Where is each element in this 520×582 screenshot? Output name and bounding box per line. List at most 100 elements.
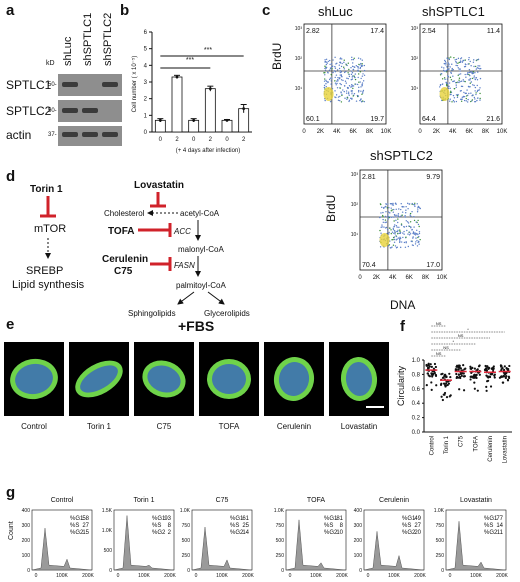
flow-event [476, 59, 478, 61]
flow-event [471, 71, 474, 73]
flow-event [440, 73, 442, 75]
flow-event [450, 93, 452, 96]
flow-event [479, 87, 481, 89]
f-xtick-label: Lovastatin [503, 436, 509, 463]
flow-event [387, 215, 390, 218]
flow-event [476, 97, 479, 99]
flow-event [334, 70, 337, 73]
flow-event [324, 61, 326, 63]
flow-event [468, 68, 471, 71]
hist-ytick: 0 [109, 568, 112, 574]
panel-label-d: d [6, 168, 16, 185]
flow-event [455, 100, 458, 103]
flow-event [462, 95, 465, 98]
flow-q-ul: 2.82 [306, 28, 320, 35]
f-point [485, 367, 488, 370]
flow-event [457, 62, 459, 65]
flow-event [390, 229, 392, 231]
band-actin-1 [62, 132, 78, 137]
nucleus-inner [345, 362, 373, 396]
flow-xtick: 10K [381, 129, 392, 135]
flow-plot-shluc: 2.82 17.4 60.1 19.7 0 2K 4K 6K 8K 10K 10³ 10² 10¹ [295, 23, 392, 135]
flow-event [393, 230, 396, 232]
flow-event [443, 59, 446, 62]
flow-event [324, 99, 326, 102]
flow-event [461, 85, 464, 88]
flow-event [476, 99, 478, 102]
flow-event [355, 100, 358, 102]
f-point [430, 381, 433, 384]
flow-event [400, 241, 403, 243]
flow-event [473, 59, 475, 61]
flow-event [393, 225, 395, 228]
flow-event [343, 90, 345, 93]
flow-event [350, 67, 352, 69]
flow-event [405, 206, 407, 208]
flow-event [327, 60, 329, 63]
flow-q-ll: 70.4 [362, 262, 376, 269]
hist-g1-value: 93 [164, 516, 171, 522]
flow-event [384, 215, 387, 218]
f-point [473, 381, 476, 384]
flow-event [325, 67, 327, 69]
flow-event [418, 235, 420, 238]
panel-f-dot-plot: Circularity 1.0 0.8 0.6 0.4 0.2 0.0 Control Tor… [396, 321, 512, 463]
b-xtick-label: 2 [209, 137, 213, 143]
flow-event [324, 65, 326, 67]
flow-event [479, 65, 481, 67]
flow-event [447, 76, 450, 78]
flow-event [460, 85, 463, 88]
flow-event [350, 86, 352, 88]
f-point [440, 395, 443, 398]
flow-event [449, 91, 452, 94]
f-point [473, 375, 477, 378]
flow-event [477, 58, 480, 61]
flow-event [398, 238, 401, 240]
flow-event [351, 91, 353, 93]
flow-event [454, 59, 456, 61]
nucleus-svg [273, 357, 315, 401]
flow-event [336, 80, 338, 82]
flow-event [334, 65, 336, 68]
flow-event [336, 69, 339, 71]
hist-xtick: 200K [336, 573, 348, 579]
flow-event [350, 79, 353, 81]
flow-event [408, 225, 410, 227]
flow-xtick: 6K [466, 129, 473, 135]
flow-xtick: 6K [350, 129, 357, 135]
flow-event [360, 99, 362, 101]
panel-label-e: e [6, 316, 15, 333]
flow-event [352, 85, 355, 87]
flow-event [323, 72, 325, 74]
flow-event [479, 77, 482, 80]
c-title-1: shLuc [318, 4, 353, 19]
hist-area [363, 531, 425, 571]
flow-event [348, 100, 350, 103]
hist-ytick: 1.0K [274, 508, 285, 514]
cell-label: C75 [156, 422, 172, 431]
flow-event [361, 92, 364, 94]
flow-event [447, 75, 449, 77]
flow-event [390, 232, 393, 235]
flow-event [396, 230, 398, 233]
flow-event [379, 229, 381, 232]
flow-event [456, 96, 459, 99]
flow-event [449, 87, 451, 89]
flow-event [447, 87, 450, 90]
f-point [448, 372, 451, 375]
f-point [463, 375, 466, 378]
flow-event [395, 235, 398, 238]
c-xlabel: DNA [390, 298, 416, 312]
flow-event [341, 58, 343, 60]
d-cerulenin: Cerulenin [102, 254, 148, 265]
flow-event [392, 211, 394, 213]
flow-event [392, 227, 394, 230]
flow-q-lr: 21.6 [486, 116, 500, 123]
flow-event [451, 63, 453, 65]
b-xlabel: (+ 4 days after infection) [176, 148, 241, 154]
f-point [457, 373, 461, 376]
flow-event [474, 98, 476, 100]
f-point [503, 365, 506, 368]
hist-g1-value: 58 [82, 516, 89, 522]
lane-label-3: shSPTLC2 [102, 12, 114, 66]
